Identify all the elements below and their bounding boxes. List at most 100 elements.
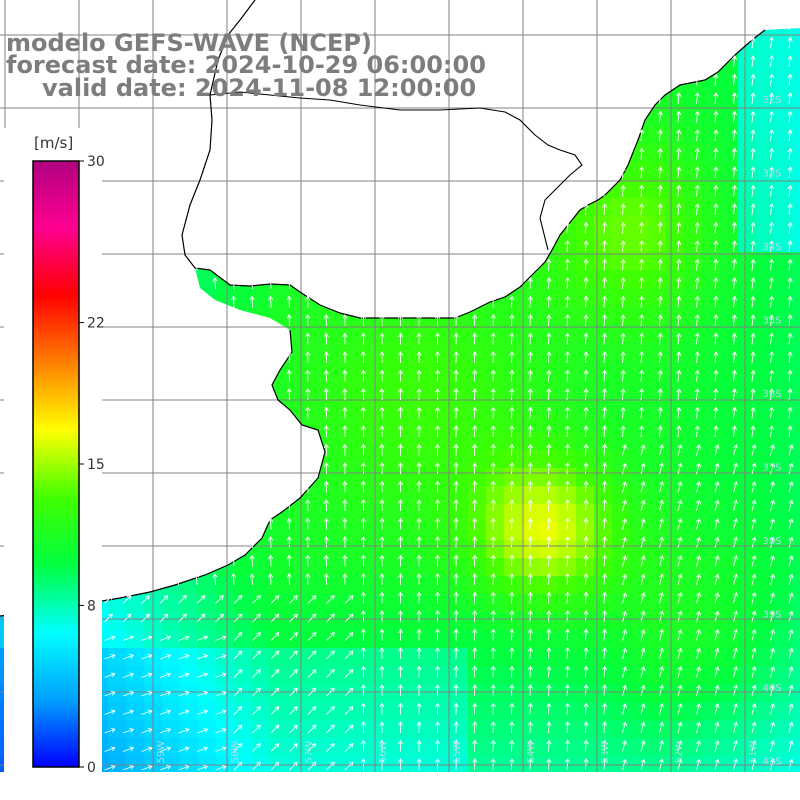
wind-arrow <box>233 650 243 660</box>
field-cell <box>792 450 800 469</box>
field-cell <box>432 738 451 757</box>
field-cell <box>270 540 289 559</box>
field-cell <box>684 450 703 469</box>
wind-arrow <box>659 647 664 660</box>
field-cell <box>594 198 613 217</box>
wind-arrow <box>141 690 153 697</box>
field-cell <box>378 738 397 757</box>
field-cell <box>612 630 631 649</box>
wind-arrow <box>490 443 496 456</box>
field-cell <box>522 594 541 613</box>
wind-arrow <box>751 444 757 456</box>
field-cell <box>306 684 325 703</box>
wind-arrow <box>305 406 311 419</box>
field-cell <box>396 558 415 577</box>
wind-arrow <box>622 610 627 623</box>
field-cell <box>522 720 541 739</box>
wind-arrow <box>490 517 496 530</box>
wind-arrow <box>379 462 385 475</box>
field-cell <box>792 540 800 559</box>
wind-arrow <box>696 573 701 586</box>
field-cell <box>792 702 800 721</box>
wind-arrow <box>286 351 292 364</box>
field-cell <box>306 540 325 559</box>
wind-arrow <box>731 166 737 179</box>
field-cell <box>756 612 775 631</box>
wind-arrow <box>751 462 757 475</box>
wind-arrow <box>640 666 646 678</box>
field-cell <box>720 306 739 325</box>
field-cell <box>630 594 649 613</box>
field-cell <box>558 396 577 415</box>
wind-arrow <box>360 388 366 401</box>
field-cell <box>396 612 415 631</box>
field-cell <box>468 432 487 451</box>
wind-arrow <box>527 573 533 586</box>
wind-arrow <box>583 406 589 419</box>
field-cell <box>216 648 235 667</box>
field-cell <box>738 288 757 307</box>
wind-arrow <box>416 721 422 734</box>
wind-arrow <box>751 499 757 512</box>
field-cell <box>720 666 739 685</box>
wind-arrow <box>731 221 737 234</box>
field-cell <box>648 576 667 595</box>
wind-arrow <box>602 517 608 530</box>
field-cell <box>360 540 379 559</box>
field-cell <box>270 720 289 739</box>
wind-arrow <box>620 184 626 197</box>
field-cell <box>630 216 649 235</box>
field-cell <box>738 108 757 127</box>
field-cell <box>558 450 577 469</box>
field-cell <box>702 108 721 127</box>
field-cell <box>630 540 649 559</box>
wind-arrow <box>270 724 280 734</box>
wind-arrow <box>583 647 589 660</box>
wind-arrow <box>397 536 404 549</box>
wind-arrow <box>676 388 682 401</box>
wind-arrow <box>639 314 645 327</box>
field-cell <box>774 612 793 631</box>
field-cell <box>756 162 775 181</box>
field-cell <box>666 270 685 289</box>
wind-arrow <box>472 406 478 419</box>
wind-arrow <box>583 221 589 234</box>
wind-arrow <box>750 36 756 49</box>
wind-arrow <box>620 332 626 345</box>
wind-arrow <box>657 203 663 216</box>
field-cell <box>684 252 703 271</box>
wind-arrow <box>583 665 589 678</box>
colorbar-tick-label: 22 <box>87 316 105 332</box>
field-cell <box>504 414 523 433</box>
wind-arrow <box>196 690 209 697</box>
field-cell <box>720 144 739 163</box>
field-cell <box>360 756 379 772</box>
field-cell <box>252 540 271 559</box>
wind-arrow <box>379 517 385 530</box>
wind-arrow <box>769 314 775 327</box>
field-cell <box>270 594 289 613</box>
wind-arrow <box>788 647 794 660</box>
wind-arrow <box>233 687 243 697</box>
field-cell <box>720 288 739 307</box>
field-cell <box>756 558 775 577</box>
field-cell <box>540 648 559 667</box>
wind-arrow <box>435 721 441 734</box>
field-cell <box>756 702 775 721</box>
wind-arrow <box>546 610 552 623</box>
field-cell <box>522 522 541 541</box>
wind-arrow <box>787 110 793 123</box>
field-cell <box>648 504 667 523</box>
wind-arrow <box>490 702 496 715</box>
wind-arrow <box>472 462 478 475</box>
field-cell <box>162 648 181 667</box>
field-cell <box>666 198 685 217</box>
wind-arrow <box>453 499 459 512</box>
field-cell <box>738 720 757 739</box>
wind-arrow <box>344 650 354 660</box>
wind-arrow <box>787 221 793 234</box>
wind-arrow <box>602 591 608 604</box>
field-cell <box>540 342 559 361</box>
field-cell <box>432 594 451 613</box>
wind-arrow <box>360 314 366 327</box>
